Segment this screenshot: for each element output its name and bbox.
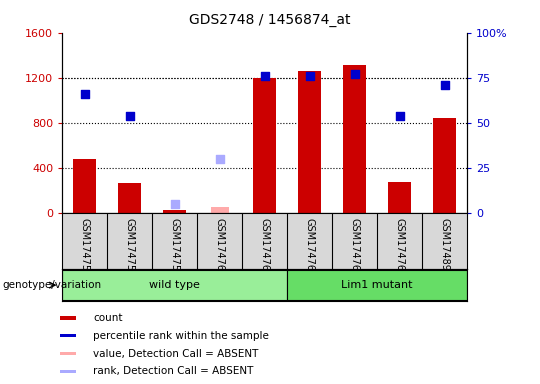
Bar [73,159,96,213]
Bar [59,334,76,338]
Text: genotype/variation: genotype/variation [3,280,102,290]
Text: GDS2748 / 1456874_at: GDS2748 / 1456874_at [189,13,351,27]
Text: value, Detection Call = ABSENT: value, Detection Call = ABSENT [93,349,258,359]
Text: GSM174891: GSM174891 [440,218,450,276]
Bar [388,182,411,213]
Bar [299,71,321,213]
Text: wild type: wild type [149,280,200,290]
Point [125,113,134,119]
Bar [163,210,186,213]
Point [170,201,179,207]
Text: GSM174762: GSM174762 [305,218,315,277]
Text: rank, Detection Call = ABSENT: rank, Detection Call = ABSENT [93,366,253,376]
Bar [253,78,276,213]
Bar [343,65,366,213]
Bar [62,270,287,300]
Text: GSM174760: GSM174760 [214,218,225,277]
Text: Lim1 mutant: Lim1 mutant [341,280,413,290]
Text: count: count [93,313,123,323]
Point [305,73,314,79]
Point [80,91,89,97]
Text: GSM174759: GSM174759 [170,218,180,277]
Bar [59,352,76,355]
Bar [287,270,467,300]
Bar [211,207,228,213]
Bar [59,316,76,320]
Text: percentile rank within the sample: percentile rank within the sample [93,331,269,341]
Text: GSM174757: GSM174757 [79,218,90,277]
Text: GSM174758: GSM174758 [125,218,134,277]
Point [260,73,269,79]
Text: GSM174761: GSM174761 [260,218,269,277]
Bar [118,183,141,213]
Text: GSM174763: GSM174763 [349,218,360,277]
Point [350,71,359,77]
Bar [434,118,456,213]
Point [395,113,404,119]
Bar [59,369,76,373]
Point [215,156,224,162]
Point [440,82,449,88]
Text: GSM174764: GSM174764 [395,218,404,277]
